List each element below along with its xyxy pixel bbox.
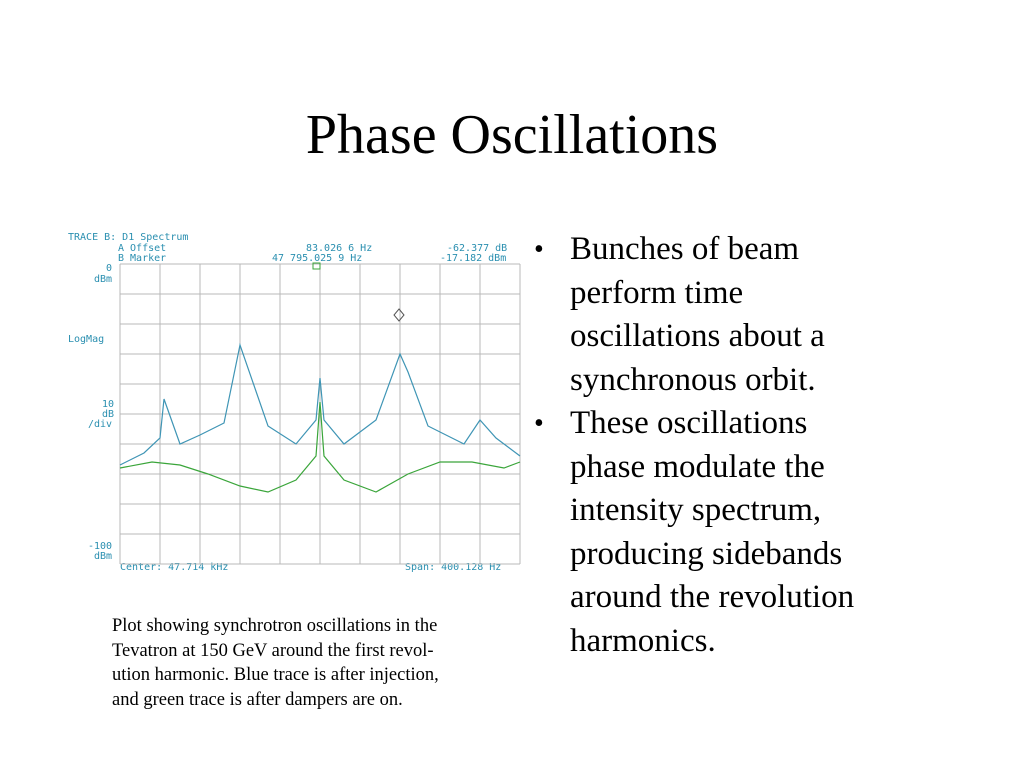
offset-marker [312, 262, 321, 270]
caption-line: Tevatron at 150 GeV around the first rev… [112, 640, 434, 661]
caption-line: ution harmonic. Blue trace is after inje… [112, 665, 439, 685]
bullet-line: harmonics. [570, 622, 716, 659]
bullet-line: Bunches of beam [570, 231, 800, 267]
bullet-line: producing sidebands [570, 535, 843, 572]
bullet-line: intensity spectrum, [570, 492, 822, 528]
spectrum-chart: TRACE B: D1 Spectrum A Offset 83.026 6 H… [68, 232, 521, 573]
ref-top: 0 [106, 263, 112, 274]
spectrum-plot: TRACE B: D1 Spectrum A Offset 83.026 6 H… [66, 178, 522, 574]
offset-freq: 83.026 6 Hz [306, 243, 372, 254]
mode-label: LogMag [68, 334, 104, 345]
ref-unit: dBm [94, 274, 112, 285]
bullet-item-2: • These oscillations phase modulate the … [530, 402, 1010, 663]
scale-div: /div [88, 419, 112, 430]
green-trace-line [119, 401, 521, 493]
scale-unit: dB [102, 409, 114, 420]
bullet-list: • Bunches of beam perform time oscillati… [530, 228, 1010, 663]
ref-bottom-unit: dBm [94, 551, 112, 562]
plot-caption: Plot showing synchrotron oscillations in… [112, 614, 532, 712]
bullet-line: oscillations about a [570, 318, 825, 354]
bullet-item-1: • Bunches of beam perform time oscillati… [530, 228, 1010, 402]
plot-grid [119, 263, 521, 565]
ref-bottom: -100 [88, 541, 112, 552]
bullet-line: around the revolution [570, 579, 855, 615]
offset-amp: -62.377 dB [447, 243, 507, 254]
bullet-line: phase modulate the [570, 448, 825, 485]
center-readout: Center: 47.714 kHz [120, 562, 228, 573]
bullet-dot-icon: • [534, 234, 544, 265]
slide-title: Phase Oscillations [305, 104, 719, 166]
bullet-line: perform time [570, 274, 744, 311]
caption-line: and green trace is after dampers are on. [112, 689, 403, 710]
marker-label: B Marker [118, 253, 166, 264]
caption-line: Plot showing synchrotron oscillations in… [112, 616, 438, 636]
marker-amp: -17.182 dBm [440, 253, 506, 264]
scale-value: 10 [102, 399, 114, 410]
span-readout: Span: 400.128 Hz [405, 562, 501, 573]
bullet-line: synchronous orbit. [570, 361, 816, 398]
offset-label: A Offset [118, 243, 166, 254]
bullet-dot-icon: • [534, 408, 544, 439]
peak-marker-icon [393, 308, 405, 322]
plot-traces [119, 342, 521, 493]
marker-freq: 47 795.025 9 Hz [272, 253, 362, 264]
bullet-line: These oscillations [570, 405, 808, 441]
trace-label: TRACE B: D1 Spectrum [68, 232, 188, 243]
blue-trace-line [119, 342, 521, 466]
